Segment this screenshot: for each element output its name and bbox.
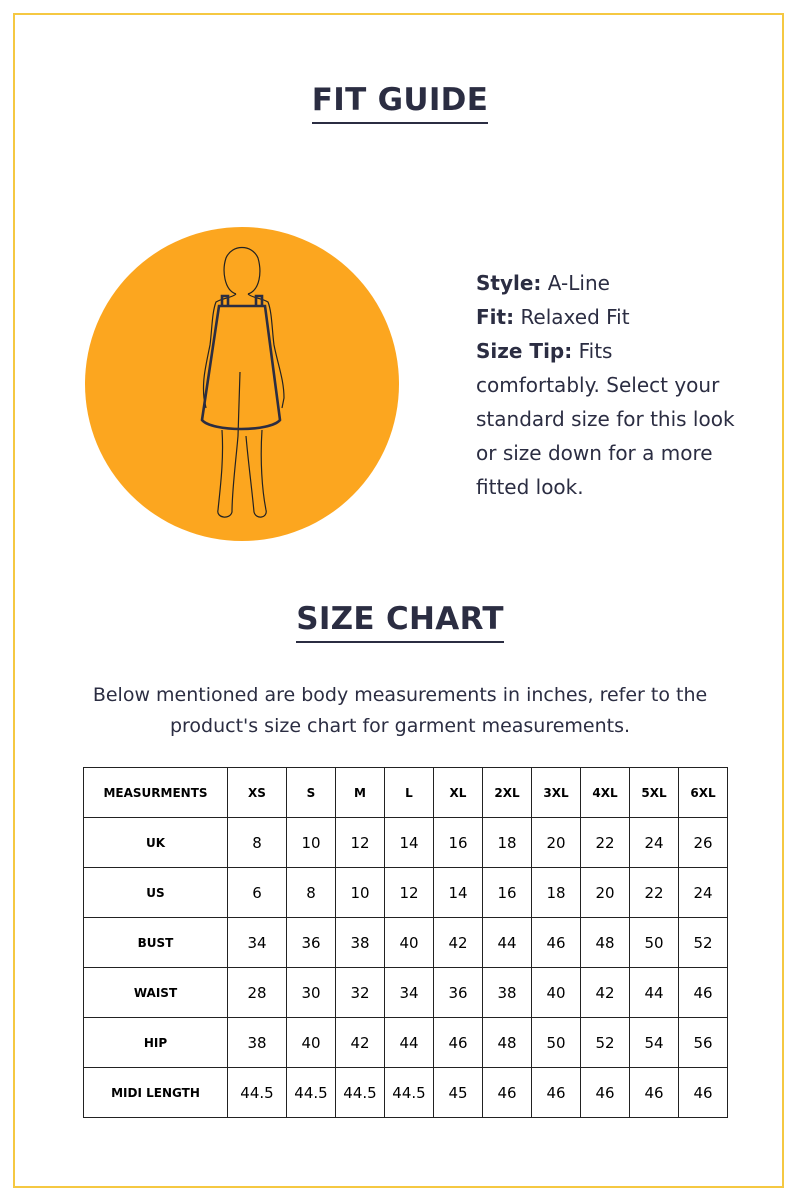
table-cell: 46 bbox=[678, 967, 728, 1018]
column-header: 3XL bbox=[531, 767, 581, 818]
column-header: XS bbox=[227, 767, 287, 818]
style-line: Style: A-Line bbox=[476, 271, 610, 295]
table-cell: 32 bbox=[335, 967, 385, 1018]
fit-illustration bbox=[84, 226, 400, 546]
table-cell: 46 bbox=[678, 1067, 728, 1118]
table-cell: 8 bbox=[227, 817, 287, 868]
table-cell: 46 bbox=[531, 1067, 581, 1118]
table-row: HIP 38 40 42 44 46 48 50 52 54 56 bbox=[83, 1017, 728, 1068]
table-cell: 46 bbox=[580, 1067, 630, 1118]
size-tip-line: Size Tip: Fits comfortably. Select your … bbox=[476, 339, 735, 499]
table-cell: 46 bbox=[531, 917, 581, 968]
table-cell: 54 bbox=[629, 1017, 679, 1068]
column-header: M bbox=[335, 767, 385, 818]
table-cell: 34 bbox=[227, 917, 287, 968]
a-line-dress-figure-icon bbox=[85, 227, 399, 541]
table-row: BUST 34 36 38 40 42 44 46 48 50 52 bbox=[83, 917, 728, 968]
table-cell: 16 bbox=[433, 817, 483, 868]
table-cell: 48 bbox=[482, 1017, 532, 1068]
table-cell: 46 bbox=[482, 1067, 532, 1118]
table-cell: 12 bbox=[384, 867, 434, 918]
table-cell: 18 bbox=[531, 867, 581, 918]
table-cell: 10 bbox=[286, 817, 336, 868]
table-cell: 42 bbox=[433, 917, 483, 968]
table-cell: 10 bbox=[335, 867, 385, 918]
table-cell: 28 bbox=[227, 967, 287, 1018]
table-cell: 44 bbox=[482, 917, 532, 968]
table-cell: 20 bbox=[580, 867, 630, 918]
table-cell: 42 bbox=[335, 1017, 385, 1068]
row-label: MIDI LENGTH bbox=[83, 1067, 228, 1118]
table-row: US 6 8 10 12 14 16 18 20 22 24 bbox=[83, 867, 728, 918]
table-cell: 38 bbox=[227, 1017, 287, 1068]
column-header: S bbox=[286, 767, 336, 818]
table-cell: 20 bbox=[531, 817, 581, 868]
table-cell: 44 bbox=[384, 1017, 434, 1068]
table-cell: 24 bbox=[678, 867, 728, 918]
table-cell: 50 bbox=[629, 917, 679, 968]
table-cell: 6 bbox=[227, 867, 287, 918]
table-cell: 56 bbox=[678, 1017, 728, 1068]
column-header: 4XL bbox=[580, 767, 630, 818]
table-cell: 40 bbox=[531, 967, 581, 1018]
table-cell: 36 bbox=[433, 967, 483, 1018]
table-cell: 14 bbox=[433, 867, 483, 918]
table-cell: 46 bbox=[629, 1067, 679, 1118]
row-label: WAIST bbox=[83, 967, 228, 1018]
table-row: UK 8 10 12 14 16 18 20 22 24 26 bbox=[83, 817, 728, 868]
table-cell: 22 bbox=[580, 817, 630, 868]
table-cell: 52 bbox=[580, 1017, 630, 1068]
table-cell: 46 bbox=[433, 1017, 483, 1068]
table-cell: 52 bbox=[678, 917, 728, 968]
table-cell: 44.5 bbox=[335, 1067, 385, 1118]
table-cell: 48 bbox=[580, 917, 630, 968]
row-label: BUST bbox=[83, 917, 228, 968]
table-cell: 34 bbox=[384, 967, 434, 1018]
table-cell: 44.5 bbox=[227, 1067, 287, 1118]
fit-guide-title: FIT GUIDE bbox=[0, 82, 800, 124]
table-cell: 24 bbox=[629, 817, 679, 868]
table-cell: 8 bbox=[286, 867, 336, 918]
table-cell: 44.5 bbox=[286, 1067, 336, 1118]
fit-line: Fit: Relaxed Fit bbox=[476, 305, 630, 329]
table-cell: 40 bbox=[384, 917, 434, 968]
table-cell: 36 bbox=[286, 917, 336, 968]
table-row: WAIST 28 30 32 34 36 38 40 42 44 46 bbox=[83, 967, 728, 1018]
table-cell: 12 bbox=[335, 817, 385, 868]
column-header: 2XL bbox=[482, 767, 532, 818]
row-label: US bbox=[83, 867, 228, 918]
header-row: MEASURMENTS XS S M L XL 2XL 3XL 4XL 5XL 6XL bbox=[83, 767, 728, 818]
table-cell: 14 bbox=[384, 817, 434, 868]
table-cell: 30 bbox=[286, 967, 336, 1018]
table-cell: 44.5 bbox=[384, 1067, 434, 1118]
table-cell: 44 bbox=[629, 967, 679, 1018]
column-header: 5XL bbox=[629, 767, 679, 818]
size-chart-table: MEASURMENTS XS S M L XL 2XL 3XL 4XL 5XL 6XL UK 8 10 12… bbox=[83, 767, 728, 1118]
page-frame bbox=[13, 13, 784, 1188]
size-chart-title: SIZE CHART bbox=[0, 601, 800, 643]
table-cell: 38 bbox=[482, 967, 532, 1018]
table-cell: 26 bbox=[678, 817, 728, 868]
table-cell: 42 bbox=[580, 967, 630, 1018]
table-row: MIDI LENGTH 44.5 44.5 44.5 44.5 45 46 46 46 46 46 bbox=[83, 1067, 728, 1118]
column-header: 6XL bbox=[678, 767, 728, 818]
column-header: MEASURMENTS bbox=[83, 767, 228, 818]
table-cell: 50 bbox=[531, 1017, 581, 1068]
row-label: HIP bbox=[83, 1017, 228, 1068]
table-cell: 38 bbox=[335, 917, 385, 968]
row-label: UK bbox=[83, 817, 228, 868]
column-header: XL bbox=[433, 767, 483, 818]
table-cell: 18 bbox=[482, 817, 532, 868]
table-cell: 16 bbox=[482, 867, 532, 918]
fit-details: Style: A-Line Fit: Relaxed Fit Size Tip:… bbox=[476, 266, 736, 504]
table-cell: 22 bbox=[629, 867, 679, 918]
column-header: L bbox=[384, 767, 434, 818]
table-cell: 40 bbox=[286, 1017, 336, 1068]
measurement-note: Below mentioned are body measurements in… bbox=[92, 684, 708, 737]
table-cell: 45 bbox=[433, 1067, 483, 1118]
